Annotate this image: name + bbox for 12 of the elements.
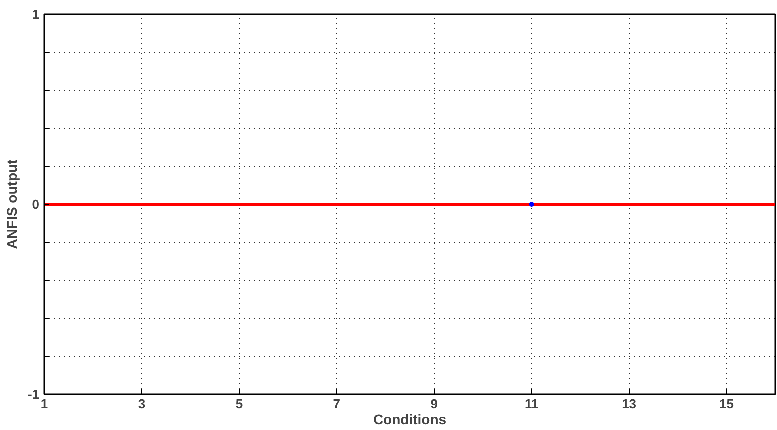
x-tick-label: 13 xyxy=(622,396,637,412)
x-tick-label: 11 xyxy=(524,396,539,412)
y-axis-title: ANFIS output xyxy=(4,159,20,250)
x-tick-label: 7 xyxy=(333,396,341,412)
x-axis-title: Conditions xyxy=(373,412,447,428)
x-tick-label: 9 xyxy=(430,396,438,412)
y-tick-label: -1 xyxy=(28,387,40,402)
y-tick-label: 0 xyxy=(32,197,40,212)
x-tick-label: 3 xyxy=(138,396,146,412)
y-tick-label: 1 xyxy=(32,7,40,22)
x-tick-label: 5 xyxy=(236,396,244,412)
x-tick-label: 15 xyxy=(720,396,734,412)
